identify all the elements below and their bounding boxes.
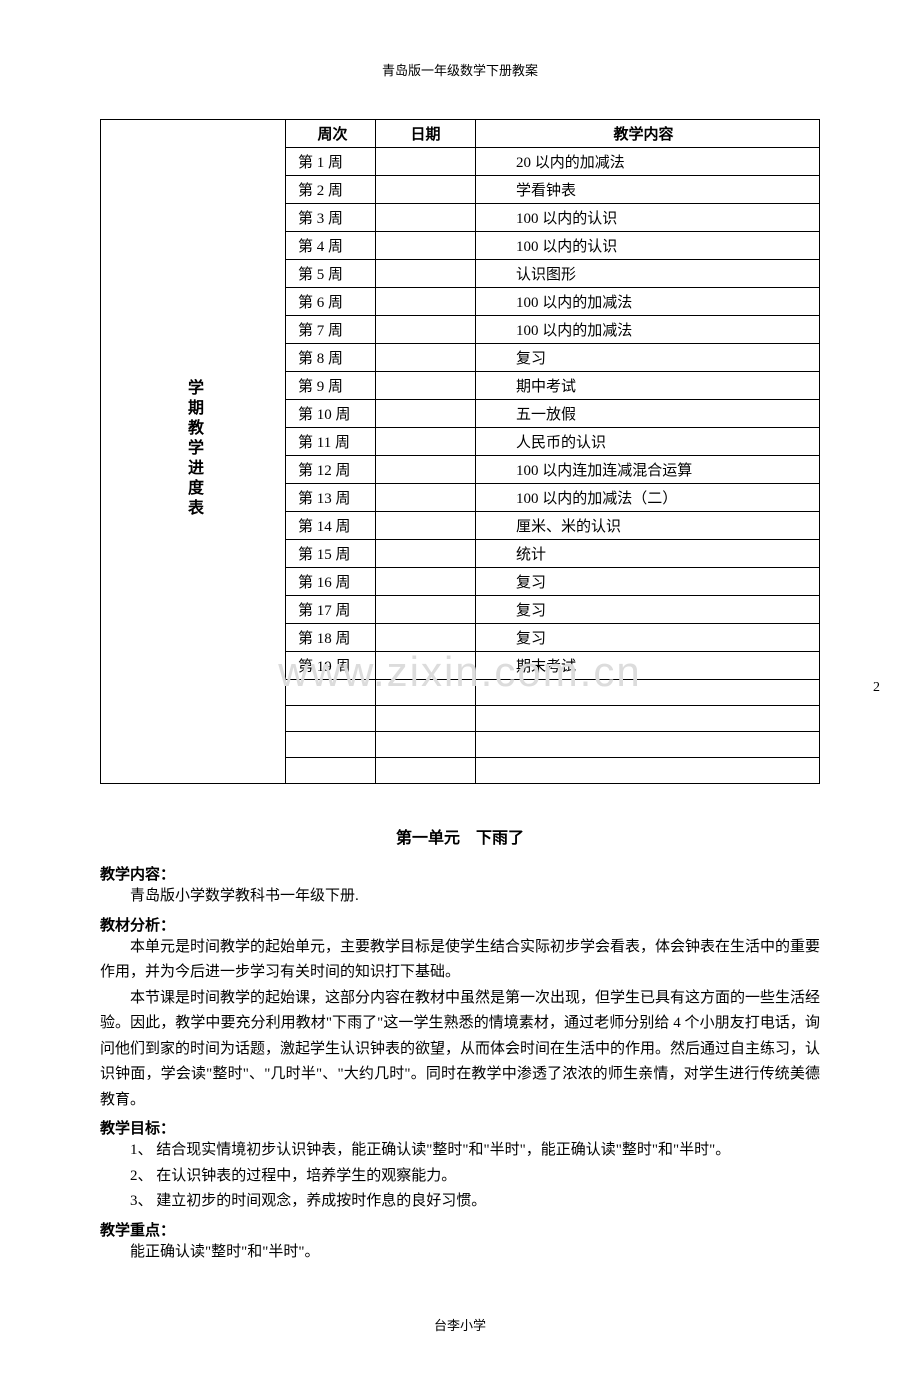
cell-date xyxy=(376,232,476,260)
cell-date xyxy=(376,288,476,316)
cell-content: 100 以内的认识 xyxy=(476,204,820,232)
cell-content: 复习 xyxy=(476,624,820,652)
cell-week: 第 8 周 xyxy=(286,344,376,372)
cell-week: 第 9 周 xyxy=(286,372,376,400)
cell-content: 统计 xyxy=(476,540,820,568)
cell-content: 认识图形 xyxy=(476,260,820,288)
cell-week: 第 19 周 xyxy=(286,652,376,680)
cell-week: 第 4 周 xyxy=(286,232,376,260)
paragraph: 能正确认读"整时"和"半时"。 xyxy=(100,1240,820,1266)
cell-week: 第 10 周 xyxy=(286,400,376,428)
paragraph: 本节课是时间教学的起始课，这部分内容在教材中虽然是第一次出现，但学生已具有这方面… xyxy=(100,986,820,1114)
cell-week: 第 2 周 xyxy=(286,176,376,204)
section-label: 教学目标： xyxy=(100,1117,820,1138)
cell-date xyxy=(376,428,476,456)
cell-content: 复习 xyxy=(476,344,820,372)
section-label: 教学重点： xyxy=(100,1219,820,1240)
cell-content: 100 以内的加减法 xyxy=(476,288,820,316)
cell-date xyxy=(376,148,476,176)
cell-week: 第 17 周 xyxy=(286,596,376,624)
list-item: 1、 结合现实情境初步认识钟表，能正确认读"整时"和"半时"，能正确认读"整时"… xyxy=(100,1138,820,1164)
cell-date xyxy=(376,400,476,428)
column-header-week: 周次 xyxy=(286,120,376,148)
cell-week: 第 14 周 xyxy=(286,512,376,540)
cell-week: 第 1 周 xyxy=(286,148,376,176)
cell-content: 100 以内连加连减混合运算 xyxy=(476,456,820,484)
cell-content: 复习 xyxy=(476,596,820,624)
cell-week: 第 15 周 xyxy=(286,540,376,568)
cell-date xyxy=(376,624,476,652)
cell-week: 第 12 周 xyxy=(286,456,376,484)
cell-content: 人民币的认识 xyxy=(476,428,820,456)
cell-week: 第 18 周 xyxy=(286,624,376,652)
cell-week: 第 5 周 xyxy=(286,260,376,288)
cell-content: 五一放假 xyxy=(476,400,820,428)
cell-content: 20 以内的加减法 xyxy=(476,148,820,176)
cell-date xyxy=(376,456,476,484)
cell-week: 第 3 周 xyxy=(286,204,376,232)
cell-content: 学看钟表 xyxy=(476,176,820,204)
cell-date xyxy=(376,512,476,540)
cell-content: 期中考试 xyxy=(476,372,820,400)
page-footer: 台李小学 xyxy=(100,1315,820,1334)
cell-date xyxy=(376,540,476,568)
cell-week: 第 16 周 xyxy=(286,568,376,596)
section-label: 教学内容： xyxy=(100,863,820,884)
paragraph: 青岛版小学数学教科书一年级下册. xyxy=(100,884,820,910)
cell-content: 复习 xyxy=(476,568,820,596)
list-item: 2、 在认识钟表的过程中，培养学生的观察能力。 xyxy=(100,1164,820,1190)
cell-content: 100 以内的加减法 xyxy=(476,316,820,344)
cell-content: 期末考试 xyxy=(476,652,820,680)
unit-title: 第一单元 下雨了 xyxy=(100,824,820,848)
cell-content: 厘米、米的认识 xyxy=(476,512,820,540)
column-header-content: 教学内容 xyxy=(476,120,820,148)
cell-date xyxy=(376,596,476,624)
column-header-date: 日期 xyxy=(376,120,476,148)
cell-week: 第 7 周 xyxy=(286,316,376,344)
cell-date xyxy=(376,204,476,232)
schedule-table: 学期教学进度表周次日期教学内容第 1 周 20 以内的加减法第 2 周 学看钟表第 … xyxy=(100,119,820,784)
cell-date xyxy=(376,568,476,596)
cell-week: 第 11 周 xyxy=(286,428,376,456)
cell-date xyxy=(376,344,476,372)
cell-date xyxy=(376,652,476,680)
cell-date xyxy=(376,176,476,204)
list-item: 3、 建立初步的时间观念，养成按时作息的良好习惯。 xyxy=(100,1189,820,1215)
cell-week: 第 13 周 xyxy=(286,484,376,512)
cell-date xyxy=(376,316,476,344)
cell-content: 100 以内的加减法（二） xyxy=(476,484,820,512)
paragraph: 本单元是时间教学的起始单元，主要教学目标是使学生结合实际初步学会看表，体会钟表在… xyxy=(100,935,820,986)
page-number: 2 xyxy=(873,680,880,696)
vertical-header: 学期教学进度表 xyxy=(101,120,286,784)
page-header: 青岛版一年级数学下册教案 xyxy=(100,60,820,79)
cell-date xyxy=(376,372,476,400)
cell-date xyxy=(376,484,476,512)
cell-date xyxy=(376,260,476,288)
section-label: 教材分析： xyxy=(100,914,820,935)
cell-content: 100 以内的认识 xyxy=(476,232,820,260)
cell-week: 第 6 周 xyxy=(286,288,376,316)
